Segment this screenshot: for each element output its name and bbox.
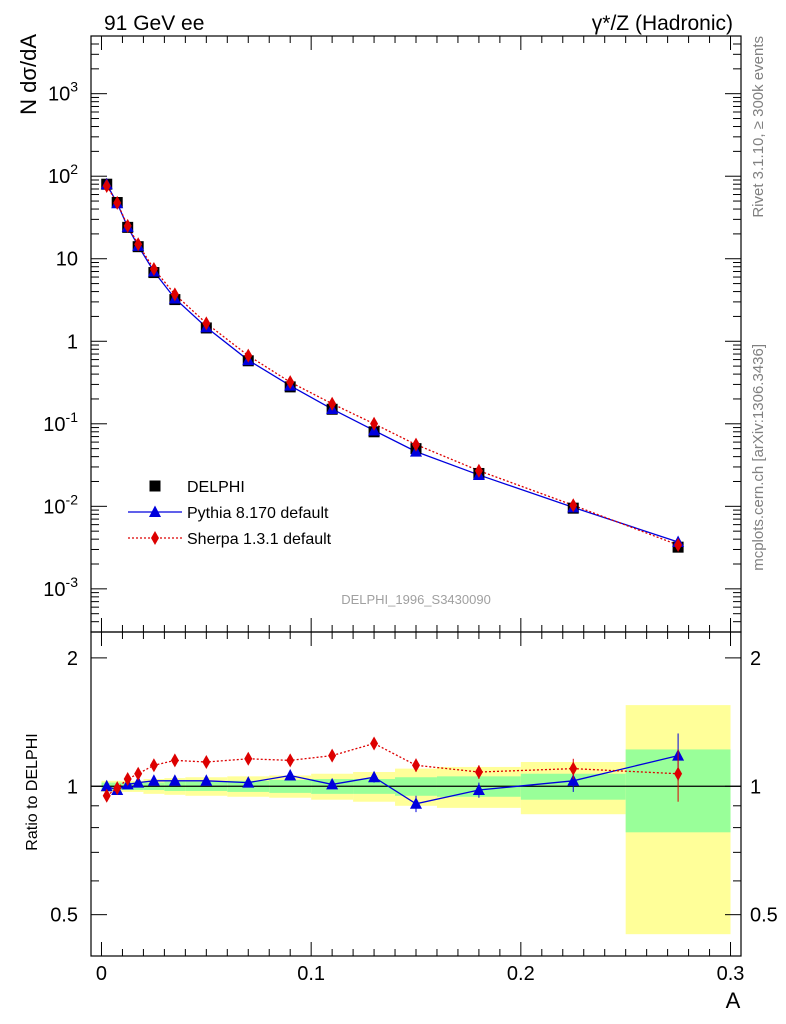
watermark: DELPHI_1996_S3430090 bbox=[341, 592, 491, 607]
ratio-1-point bbox=[284, 768, 297, 781]
legend-label-1: Pythia 8.170 default bbox=[187, 505, 329, 522]
ratio-tick-label-right: 2 bbox=[750, 648, 761, 670]
series-2-point bbox=[569, 498, 578, 513]
x-tick-label: 0 bbox=[96, 963, 107, 985]
ratio-1-point bbox=[132, 776, 145, 788]
ratio-tick-label-left: 1 bbox=[67, 776, 78, 798]
y-tick-label: 10-2 bbox=[43, 491, 78, 518]
ratio-y-axis-label: Ratio to DELPHI bbox=[24, 733, 41, 850]
ratio-2-point bbox=[412, 758, 420, 773]
series-2-point bbox=[474, 463, 483, 478]
series-2-point bbox=[123, 218, 132, 233]
ratio-1-point bbox=[326, 777, 339, 790]
y-tick-label: 102 bbox=[48, 161, 78, 188]
ratio-2-point bbox=[123, 772, 132, 787]
ratio-1-point bbox=[100, 779, 113, 792]
ratio-1-point bbox=[200, 774, 213, 786]
x-tick-label: 0.3 bbox=[717, 963, 745, 985]
ratio-error-bands bbox=[101, 705, 731, 935]
series-2-point bbox=[328, 396, 337, 411]
ratio-tick-label-right: 1 bbox=[750, 776, 761, 798]
ratio-tick-label-right: 0.5 bbox=[750, 905, 778, 927]
title-right: γ*/Z (Hadronic) bbox=[592, 12, 733, 35]
series-2-point bbox=[244, 348, 253, 363]
ratio-2-point bbox=[113, 781, 122, 796]
ratio-2-point bbox=[202, 755, 211, 770]
legend-label-2: Sherpa 1.3.1 default bbox=[187, 531, 332, 548]
ratio-1-point bbox=[472, 783, 485, 796]
ratio-1-point bbox=[368, 770, 381, 783]
y-axis-label: N dσ/dA bbox=[16, 34, 41, 115]
ratio-line-2 bbox=[106, 742, 679, 797]
ratio-1-point bbox=[242, 776, 255, 788]
side-text-bottom: mcplots.cern.ch [arXiv:1306.3436] bbox=[750, 344, 767, 571]
series-2-point bbox=[412, 437, 420, 452]
ratio-2-point bbox=[474, 765, 483, 780]
series-2-point bbox=[170, 287, 179, 302]
ratio-1-point bbox=[147, 774, 160, 786]
series-2-point bbox=[370, 416, 379, 431]
title-left: 91 GeV ee bbox=[104, 12, 204, 35]
y-tick-label: 10-1 bbox=[43, 409, 78, 436]
ratio-tick-label-left: 0.5 bbox=[50, 905, 78, 927]
ratio-2-point bbox=[370, 736, 379, 751]
ratio-2-point bbox=[286, 753, 295, 768]
x-tick-label: 0.1 bbox=[297, 963, 325, 985]
axis-ticks: 0 0.1 0.2 0.3 10-3 10-2 10-1 1 10 102 103 0.5 1 2 0.5 1… bbox=[43, 35, 778, 985]
legend: DELPHI Pythia 8.170 default Sherpa 1.3.1 d… bbox=[128, 479, 332, 548]
series-2-point bbox=[113, 195, 122, 210]
side-text-top: Rivet 3.1.10, ≥ 300k events bbox=[750, 36, 767, 218]
ratio-2-point bbox=[134, 766, 143, 781]
series-2-point bbox=[149, 262, 158, 277]
legend-label-0: DELPHI bbox=[187, 479, 245, 496]
legend-marker-1 bbox=[149, 505, 161, 517]
ratio-2-point bbox=[674, 766, 683, 781]
series-2-point bbox=[674, 537, 683, 552]
main-series bbox=[100, 177, 685, 553]
ratio-series bbox=[100, 733, 685, 813]
y-tick-label: 10 bbox=[56, 249, 78, 271]
ratio-2-point bbox=[244, 751, 253, 766]
series-2-point bbox=[286, 375, 295, 390]
legend-marker-0 bbox=[149, 480, 161, 492]
ratio-2-point bbox=[569, 761, 578, 776]
ratio-2-point bbox=[102, 788, 111, 803]
y-tick-label: 10-3 bbox=[43, 574, 78, 601]
series-2-point bbox=[202, 316, 211, 331]
ratio-1-point bbox=[168, 774, 181, 786]
ratio-2-point bbox=[149, 758, 158, 773]
y-tick-label: 103 bbox=[48, 79, 78, 106]
ratio-tick-label-left: 2 bbox=[67, 648, 78, 670]
legend-marker-2 bbox=[151, 531, 159, 545]
series-2-point bbox=[102, 179, 111, 194]
ratio-2-point bbox=[170, 753, 179, 768]
chart-texts: 91 GeV ee γ*/Z (Hadronic) N dσ/dA Ratio … bbox=[16, 12, 767, 1013]
ratio-2-point bbox=[328, 748, 337, 763]
ratio-1-point bbox=[410, 797, 422, 809]
x-axis-label: A bbox=[726, 988, 741, 1013]
y-tick-label: 1 bbox=[67, 331, 78, 353]
x-tick-label: 0.2 bbox=[507, 963, 535, 985]
series-2-point bbox=[134, 237, 143, 252]
ratio-1-point bbox=[567, 774, 580, 786]
